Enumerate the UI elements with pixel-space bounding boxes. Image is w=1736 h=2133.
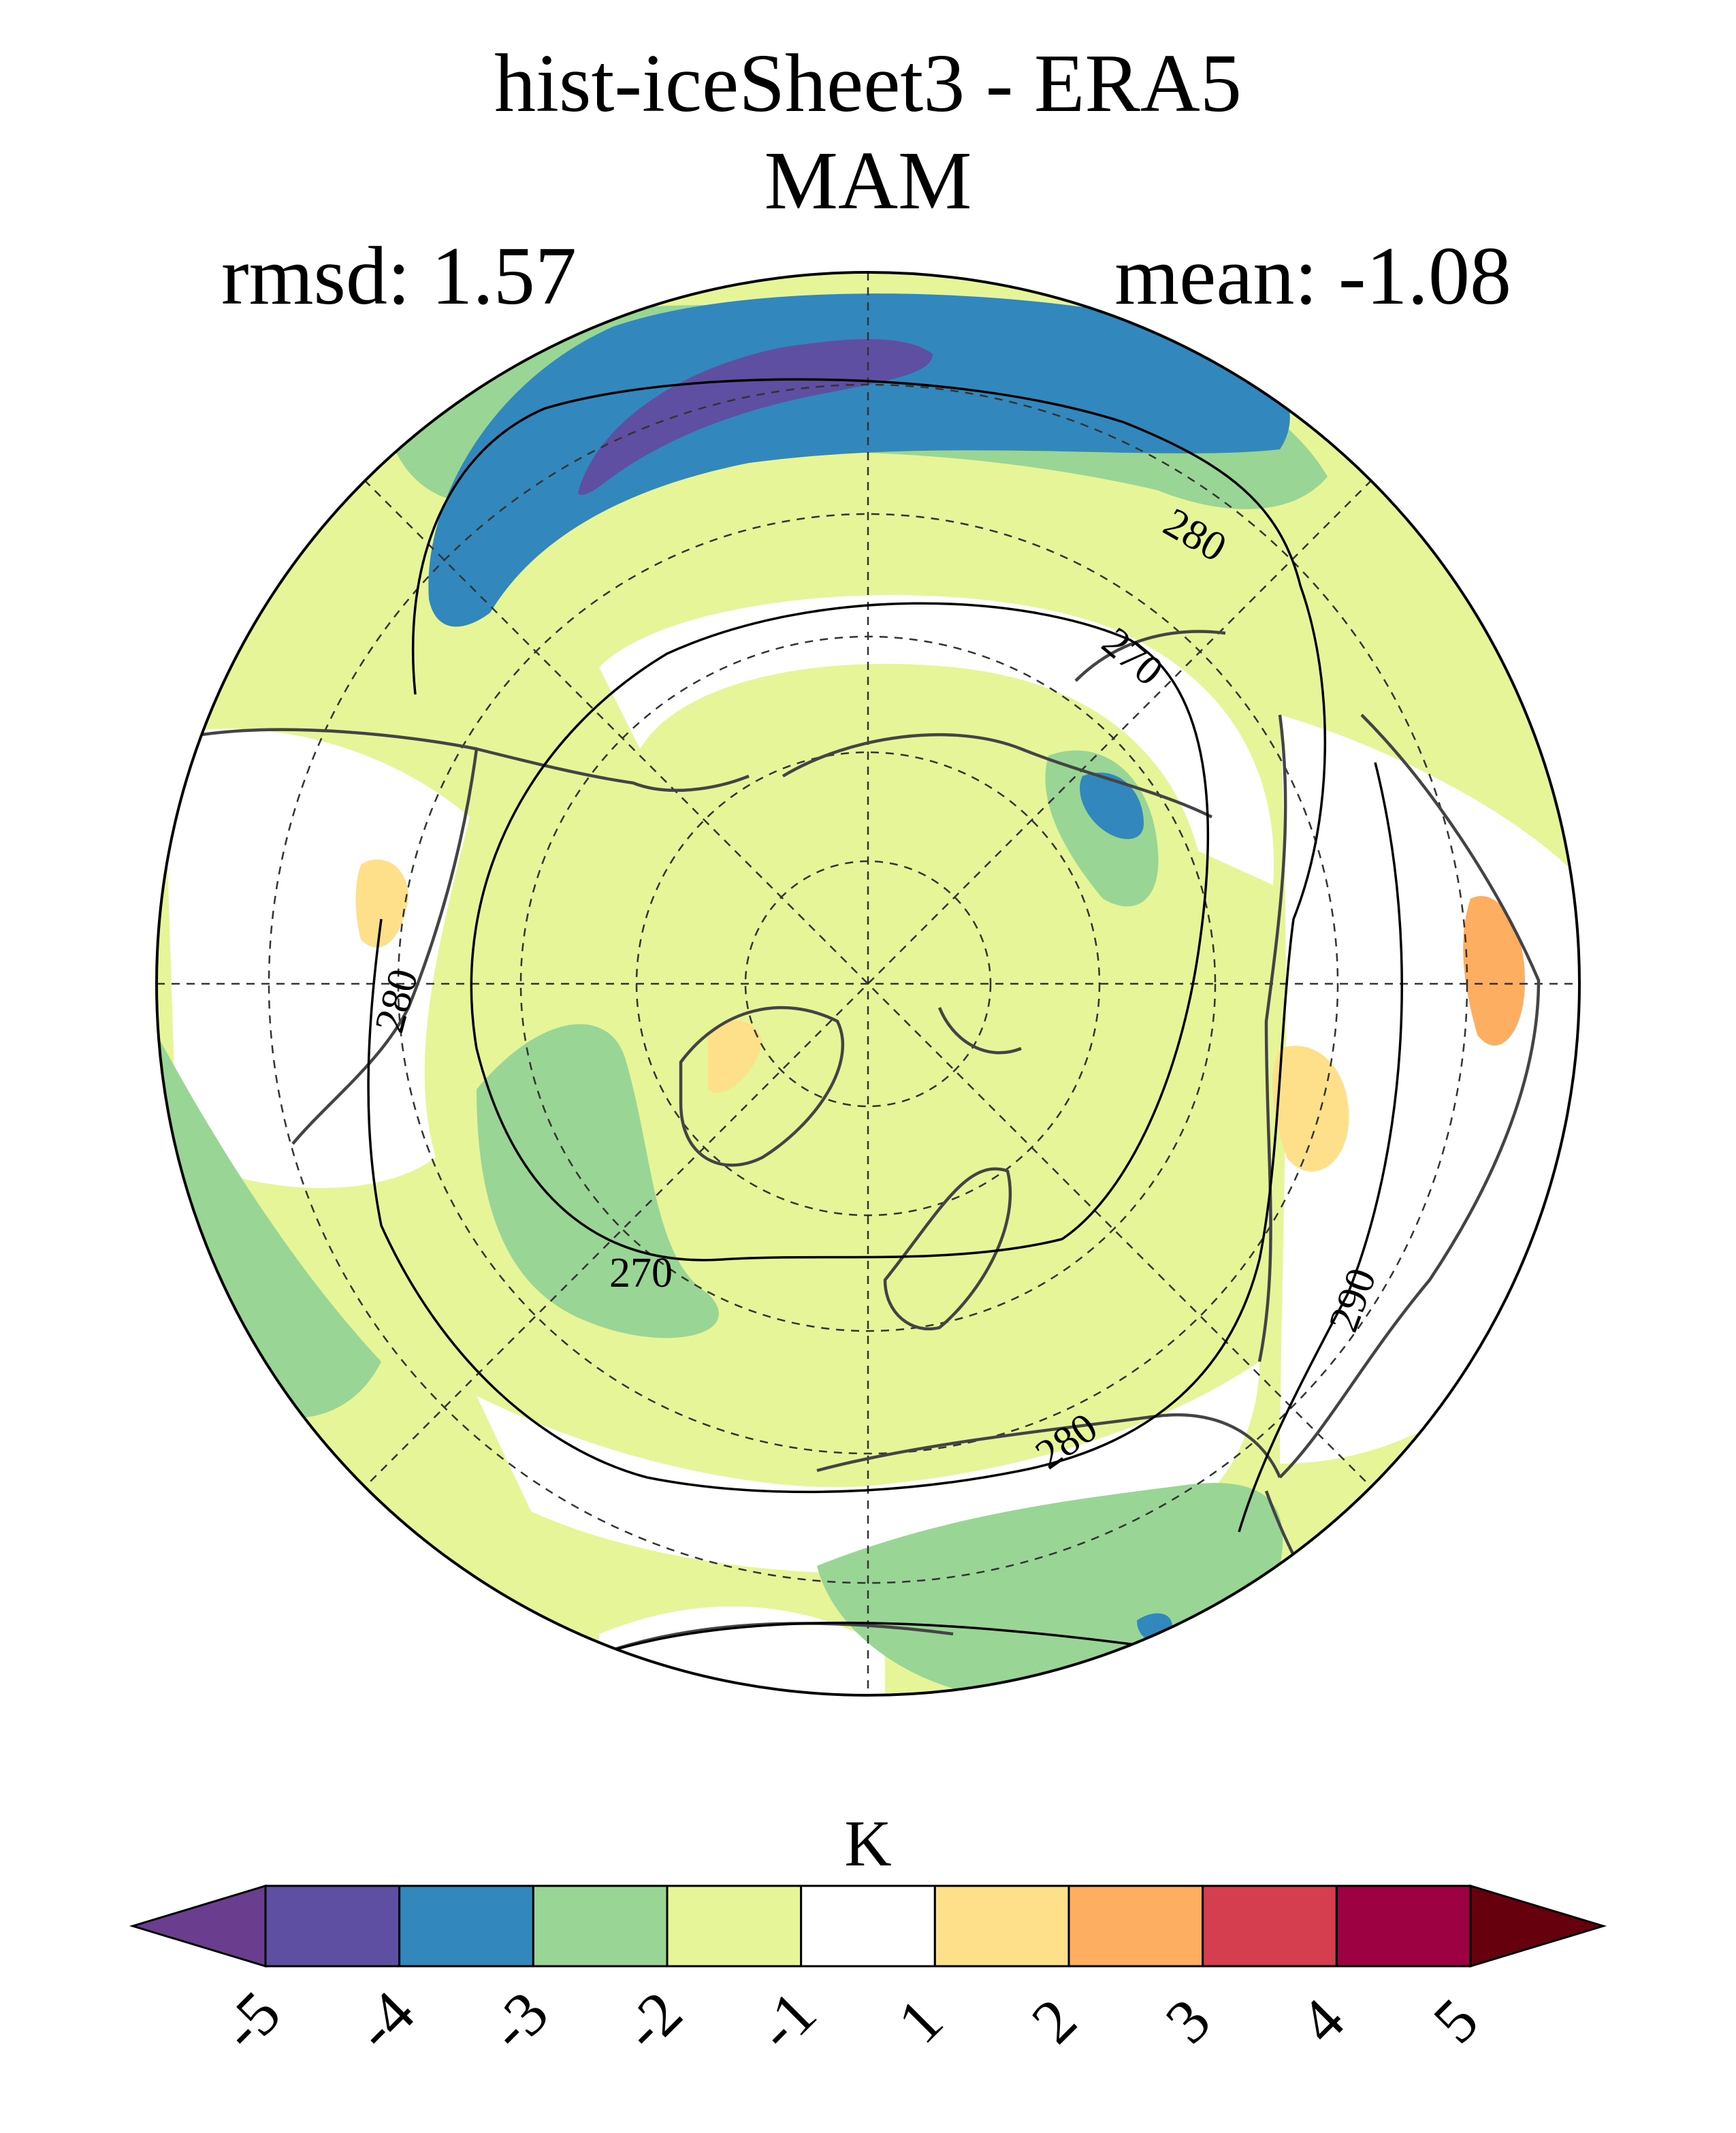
colorbar-tick-label: 1 [884, 1985, 956, 2057]
polar-map: 280 270 270 280 290 280 [155, 271, 1581, 1697]
field-blue-siberia [1080, 772, 1144, 839]
map-boundary [155, 271, 1581, 1697]
colorbar-tick-label: -4 [342, 1978, 428, 2064]
colorbar-cell [1067, 1885, 1204, 1968]
figure-title: hist-iceSheet3 - ERA5 [494, 37, 1242, 129]
coastlines [197, 630, 1541, 1656]
colorbar-cell [532, 1885, 669, 1968]
field-yellow-greenland [708, 1020, 762, 1093]
field-yellow-namerica [355, 859, 408, 948]
colorbar-high-extend [1469, 1884, 1607, 1968]
rmsd-label: rmsd: 1.57 [221, 230, 577, 322]
colorbar-tick-label: -2 [609, 1978, 695, 2064]
colorbar-tick-label: 3 [1152, 1985, 1223, 2057]
graticule [157, 272, 1579, 1695]
field-orange-asia [1463, 896, 1525, 1046]
field-white-west [163, 728, 470, 1188]
colorbar-cells [129, 1884, 1607, 1968]
field-yellow-asia [1272, 1046, 1349, 1172]
colorbar-tick-label: 4 [1286, 1985, 1357, 2057]
colorbar-cell [1335, 1885, 1472, 1968]
field-white-east [1280, 715, 1579, 1464]
colorbar-cell [264, 1885, 401, 1968]
field-white-ring [599, 595, 1274, 885]
field-blue-pacific [428, 293, 1290, 627]
colorbar-cell [666, 1885, 803, 1968]
contour-label: 270 [609, 1250, 673, 1296]
contour-290 [1238, 762, 1403, 1533]
climatology-contours [367, 378, 1403, 1656]
colorbar-cell [933, 1885, 1070, 1968]
colorbar-low-extend [129, 1884, 267, 1968]
colorbar-unit-label: K [844, 1807, 891, 1880]
contour-270 [470, 602, 1210, 1262]
colorbar-tick-label: 2 [1018, 1985, 1090, 2057]
colorbar-cell [1202, 1885, 1338, 1968]
colorbar-ticks: -5 -4 -3 -2 -1 1 2 3 4 5 [208, 1978, 1491, 2064]
contour-280-north [367, 378, 1327, 1494]
colorbar-tick-label: -5 [208, 1978, 293, 2064]
field-purple-pacific [578, 339, 933, 495]
colorbar-tick-label: -3 [475, 1978, 561, 2064]
colorbar-tick-label: 5 [1420, 1985, 1492, 2057]
mean-label: mean: -1.08 [1114, 230, 1511, 322]
field-inner [511, 572, 1219, 1280]
colorbar-tick-label: -1 [743, 1978, 829, 2064]
season-label: MAM [764, 135, 972, 227]
colorbar-cell [398, 1885, 534, 1968]
contour-south [598, 1621, 1158, 1656]
colorbar-cell [800, 1885, 936, 1968]
